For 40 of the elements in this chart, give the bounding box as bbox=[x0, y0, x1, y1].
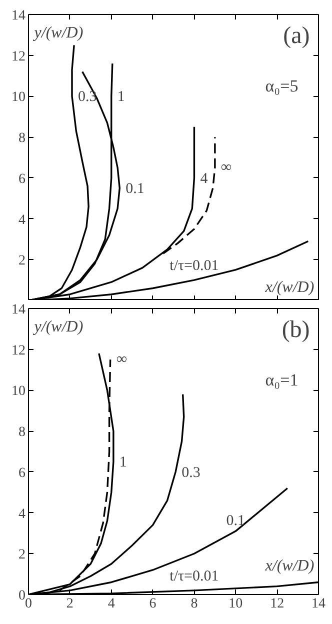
annotation: 1 bbox=[119, 454, 127, 471]
y-tick-label: 4 bbox=[18, 506, 26, 522]
annotation: 0.1 bbox=[226, 513, 246, 530]
text: α₀=1 bbox=[265, 370, 298, 390]
y-tick-label: 6 bbox=[18, 466, 26, 481]
y-tick-label: 10 bbox=[12, 384, 26, 400]
annotation: ∞ bbox=[220, 160, 232, 176]
x-tick-label: 8 bbox=[190, 596, 198, 612]
chart-title: (b) bbox=[282, 317, 310, 344]
y-tick-label: 12 bbox=[12, 49, 26, 64]
annotation: t/τ=0.01 bbox=[170, 258, 219, 274]
y-tick-label: 12 bbox=[12, 343, 26, 358]
annotation: t/τ=0.01 bbox=[170, 568, 219, 584]
annotation: 0.1 bbox=[126, 181, 144, 198]
y-tick-label: 8 bbox=[18, 425, 26, 440]
x-tick-label: 2 bbox=[66, 596, 74, 612]
x-tick-label: 12 bbox=[270, 596, 284, 612]
x-axis-title: x/(w/D) bbox=[264, 557, 314, 574]
x-tick-label: 10 bbox=[228, 596, 243, 612]
x-axis-title: x/(w/D) bbox=[264, 279, 314, 296]
annotation: 0.3 bbox=[182, 464, 200, 481]
y-tick-label: 4 bbox=[18, 212, 26, 228]
x-tick-label: 14 bbox=[312, 596, 326, 612]
y-tick-label: 14 bbox=[12, 8, 26, 24]
y-tick-label: 14 bbox=[12, 302, 26, 318]
y-axis-title: y/(w/D) bbox=[32, 24, 84, 42]
y-tick-label: 2 bbox=[18, 548, 26, 563]
chart-title: (a) bbox=[283, 23, 310, 50]
y-tick-label: 10 bbox=[12, 90, 26, 106]
x-tick-label: 6 bbox=[149, 596, 156, 612]
y-tick-label: 2 bbox=[18, 254, 26, 269]
x-tick-label: 4 bbox=[108, 596, 115, 612]
y-tick-label: 6 bbox=[18, 172, 26, 187]
annotation: 1 bbox=[117, 89, 125, 106]
annotation: 0.3 bbox=[78, 89, 97, 106]
y-tick-label: 8 bbox=[18, 131, 26, 146]
annotation: 4 bbox=[200, 170, 208, 187]
text: α₀=5 bbox=[265, 76, 298, 96]
y-axis-title: y/(w/D) bbox=[32, 318, 84, 336]
annotation: ∞ bbox=[116, 352, 128, 368]
